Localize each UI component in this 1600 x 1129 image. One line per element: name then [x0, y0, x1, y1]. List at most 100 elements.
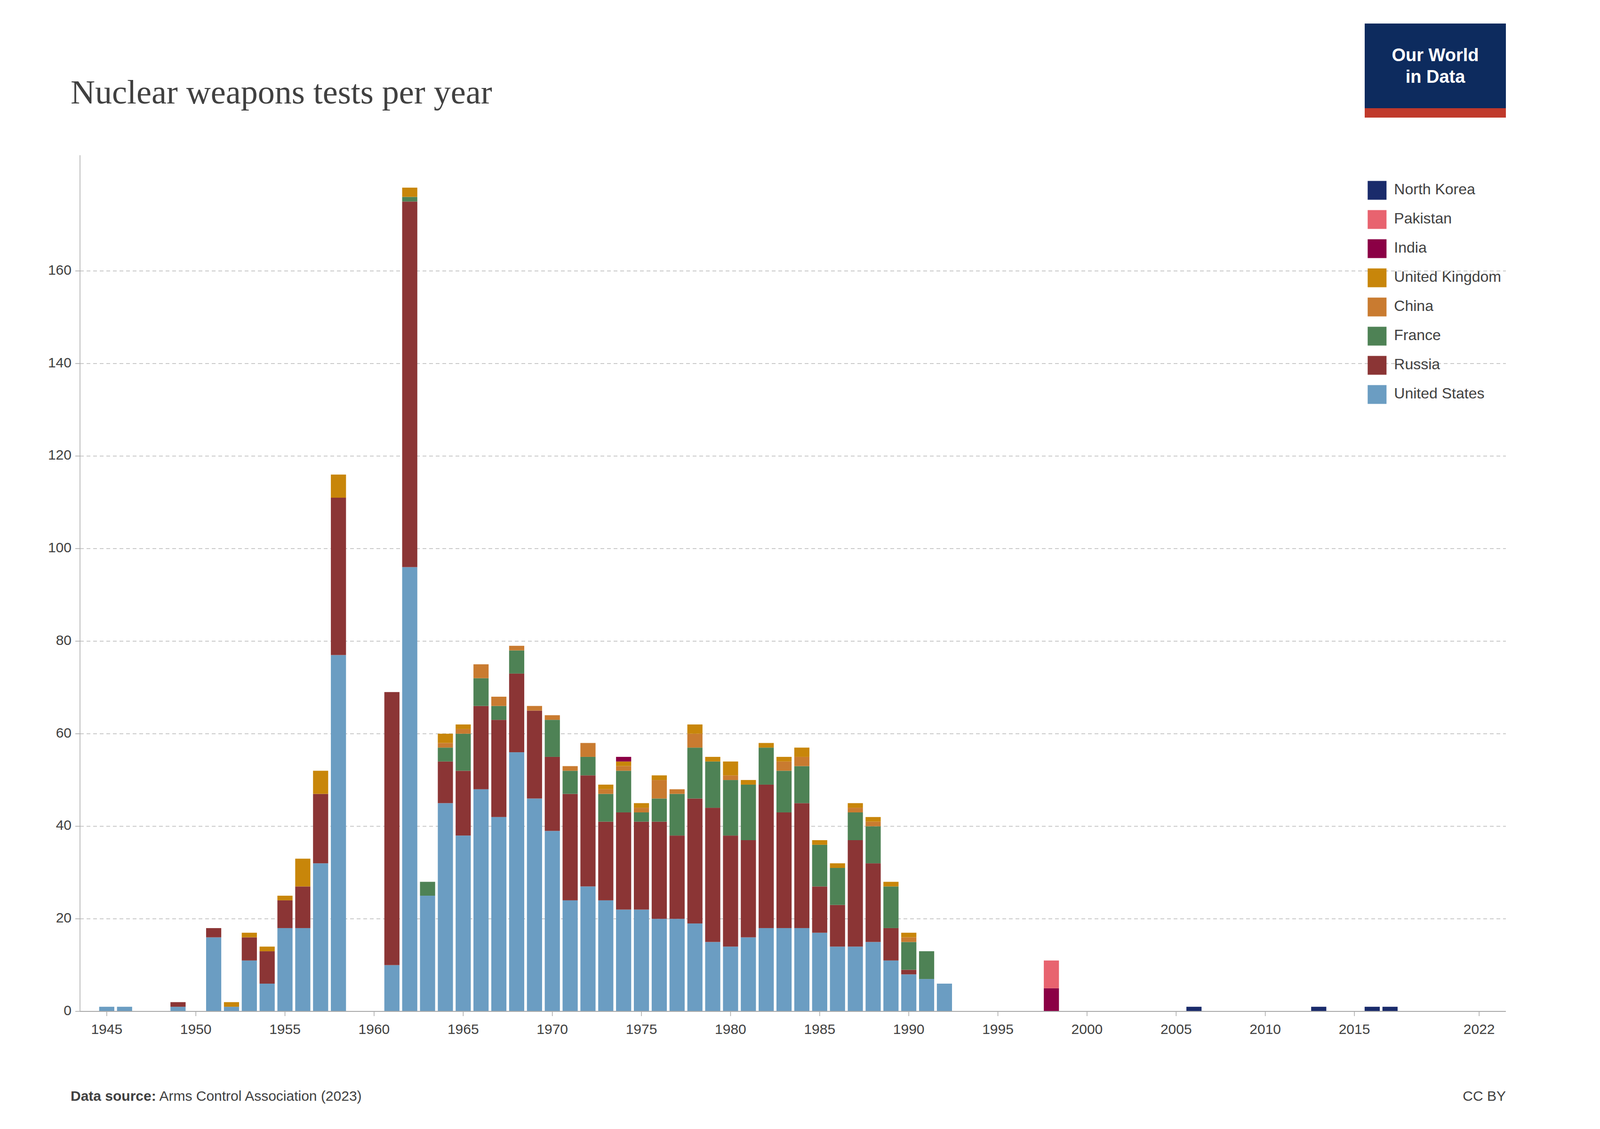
logo: Our Worldin Data [1364, 23, 1506, 118]
bar-segment [580, 743, 596, 758]
bar-segment [776, 812, 792, 929]
bar-segment [473, 678, 489, 707]
bar-segment [491, 696, 507, 698]
y-tick [75, 1011, 80, 1013]
bar-segment [419, 881, 435, 883]
x-tick [1353, 1011, 1355, 1017]
bar-segment [830, 863, 846, 864]
bar-segment [687, 724, 703, 726]
bar-segment [936, 983, 952, 984]
bar-segment [830, 863, 846, 864]
bar-segment [919, 951, 935, 952]
bar-segment [277, 896, 293, 897]
bar-segment [1382, 1007, 1398, 1012]
bar-segment [580, 743, 596, 744]
x-axis: 1945195019551960196519701975198019851990… [90, 1011, 1495, 1038]
bar-segment [883, 881, 899, 883]
bar-segment [402, 197, 418, 202]
bar-segment [633, 812, 649, 823]
bar-segment [847, 808, 863, 813]
x-tick [463, 1011, 464, 1017]
bar-segment [330, 655, 346, 1012]
bar-segment [633, 822, 649, 911]
source-label: Data source: [70, 1088, 157, 1104]
bar-segment [616, 770, 632, 813]
y-tick [75, 733, 80, 735]
bar-segment [722, 761, 738, 762]
logo-stripe [1364, 108, 1506, 118]
bar-segment [402, 187, 418, 188]
bar-segment [919, 951, 935, 952]
bar-segment [259, 946, 275, 948]
x-tick [552, 1011, 553, 1017]
bar-segment [883, 881, 899, 883]
x-tick-label: 2022 [1463, 1021, 1496, 1038]
legend-swatch [1367, 297, 1387, 317]
bar-segment [669, 919, 685, 1012]
bar-segment [473, 664, 489, 665]
bar-segment [847, 803, 863, 804]
legend-item: North Korea [1367, 180, 1476, 200]
bar-segment [616, 756, 632, 758]
bar-segment [1186, 1007, 1202, 1012]
x-tick [997, 1011, 999, 1017]
legend-item: China [1367, 297, 1434, 317]
y-tick-label: 80 [56, 632, 72, 648]
bar-segment [241, 960, 257, 1012]
bar-segment [419, 881, 435, 883]
bar-segment [419, 881, 435, 883]
bar-segment [277, 896, 293, 897]
bar-segment [419, 881, 435, 883]
bar-segment [687, 724, 703, 726]
x-tick-label: 2010 [1249, 1021, 1281, 1038]
legend-item: France [1367, 326, 1441, 346]
bar-segment [616, 761, 632, 767]
x-tick [1478, 1011, 1480, 1017]
bar-segment [491, 720, 507, 818]
x-tick-label: 1945 [90, 1021, 123, 1038]
bar-segment [117, 1007, 133, 1008]
bar-segment [170, 1002, 186, 1003]
bar-segment [580, 743, 596, 744]
bar-segment [901, 932, 917, 934]
bar-segment [776, 756, 792, 758]
bar-segment [99, 1007, 115, 1008]
x-tick [730, 1011, 732, 1017]
y-tick-label: 100 [48, 539, 72, 556]
bar-segment [633, 910, 649, 1012]
bar-segment [455, 770, 471, 836]
bar-segment [901, 937, 917, 943]
bar-segment [224, 1007, 240, 1012]
bar-segment [812, 840, 828, 841]
grid-line [80, 363, 1506, 365]
x-tick-label: 1980 [714, 1021, 747, 1038]
bar-segment [384, 692, 400, 693]
bar-segment [544, 715, 560, 716]
bar-segment [437, 733, 453, 735]
bar-segment [758, 747, 774, 785]
bar-segment [704, 756, 720, 758]
bar-segment [277, 896, 293, 897]
grid-line [80, 918, 1506, 920]
bar-segment [919, 951, 935, 952]
bar-segment [704, 942, 720, 1012]
bar-segment [651, 780, 667, 799]
bar-segment [491, 696, 507, 698]
bar-segment [527, 711, 543, 800]
bar-segment [669, 794, 685, 837]
bar-segment [241, 937, 257, 961]
bar-segment [865, 826, 881, 864]
bar-segment [865, 817, 881, 823]
bar-segment [259, 946, 275, 948]
bar-segment [509, 673, 525, 753]
bar-segment [509, 752, 525, 1012]
bar-segment [562, 770, 578, 794]
bar-segment [651, 775, 667, 776]
bar-segment [830, 868, 846, 906]
bar-segment [384, 692, 400, 693]
bar-segment [758, 928, 774, 1012]
x-tick-label: 2015 [1338, 1021, 1371, 1038]
bar-segment [794, 747, 810, 758]
bar-segment [722, 761, 738, 762]
series [1186, 1007, 1398, 1012]
